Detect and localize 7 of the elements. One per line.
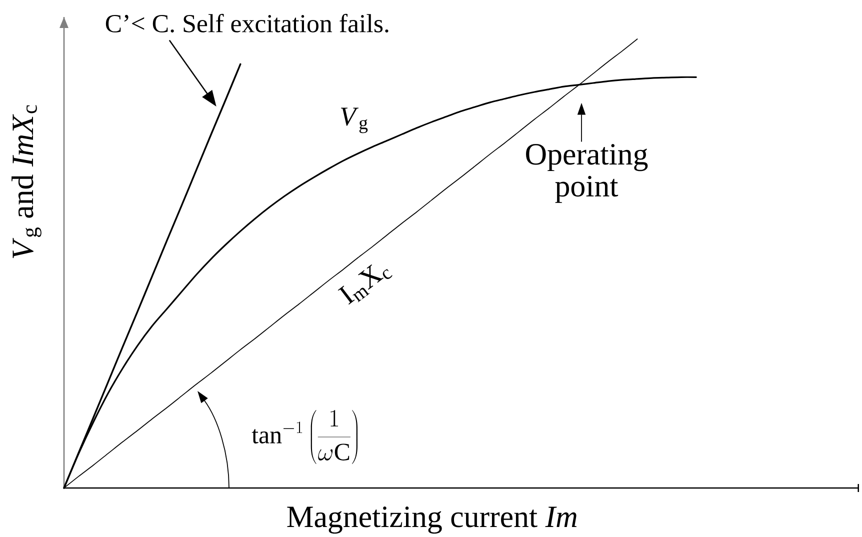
x-axis-title: Magnetizing current Im <box>287 506 577 534</box>
text: I$_{m}$X$_{c}$ <box>338 264 392 305</box>
y-axis-title: V$_{g}$ and ImX$_{c}$ <box>12 105 42 258</box>
text: C’< C. Self excitation fails. <box>106 14 388 33</box>
annotation: Operating point <box>526 144 648 203</box>
annotation: $\tan^{-1}\left(\frac{1}{\omega\mathrm{C}}\right)$ <box>252 410 358 464</box>
series-label: V$_{g}$ <box>340 108 368 134</box>
